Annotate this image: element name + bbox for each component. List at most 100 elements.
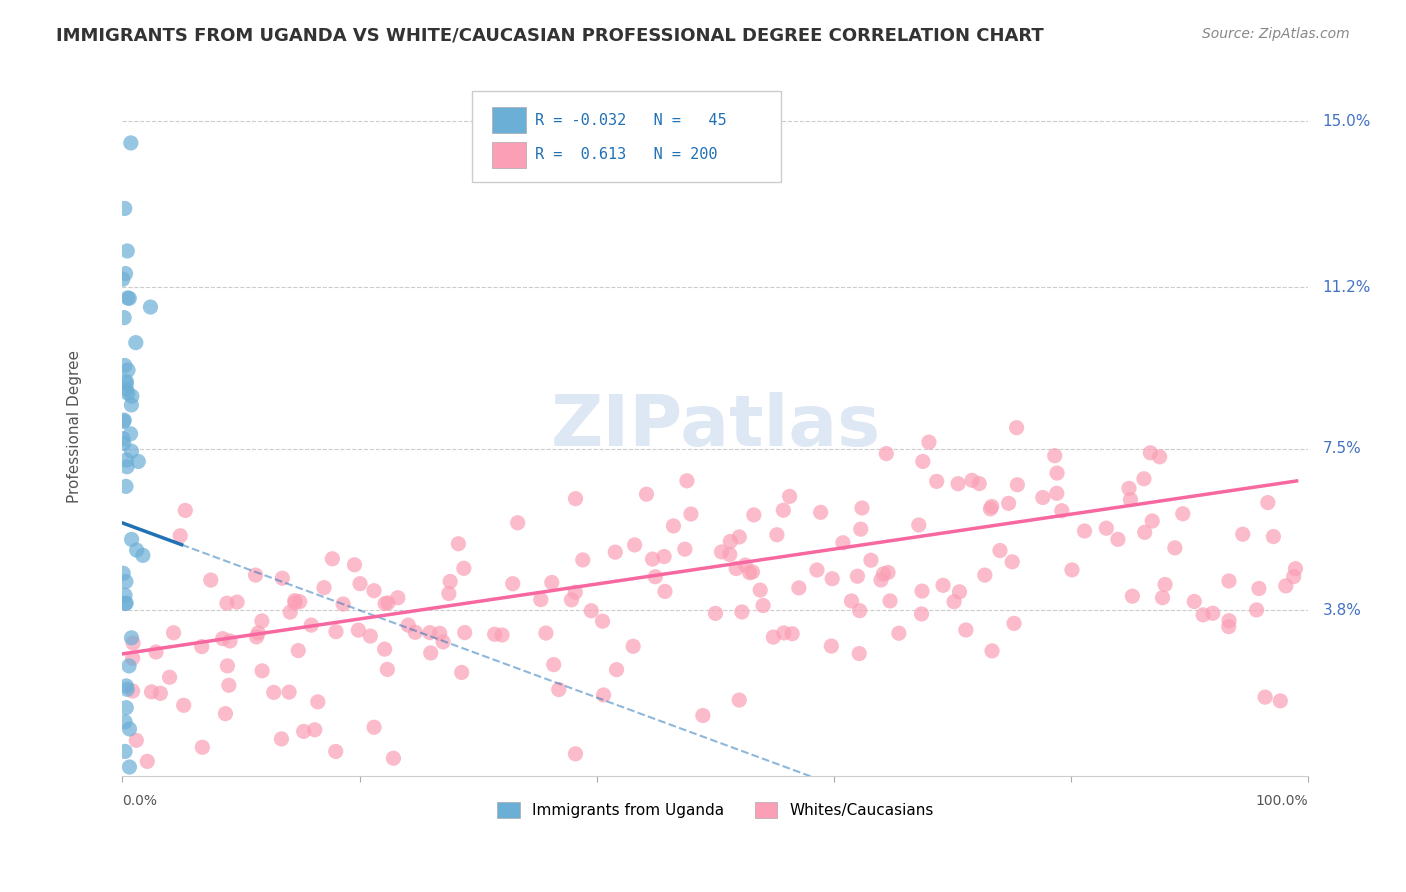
Point — [191, 640, 214, 654]
Point — [1232, 527, 1254, 541]
Point — [859, 553, 882, 567]
Point — [948, 585, 970, 599]
Point — [284, 596, 307, 610]
Point — [145, 645, 167, 659]
Point — [120, 136, 142, 150]
Point — [287, 643, 309, 657]
Point — [1140, 514, 1163, 528]
Point — [200, 573, 222, 587]
Point — [1263, 530, 1285, 544]
Point — [877, 566, 900, 580]
Point — [564, 491, 586, 506]
Point — [872, 566, 894, 581]
Point — [250, 664, 273, 678]
Point — [377, 596, 399, 610]
Point — [1005, 420, 1028, 434]
Point — [450, 665, 472, 680]
Legend: Immigrants from Uganda, Whites/Caucasians: Immigrants from Uganda, Whites/Caucasian… — [491, 797, 941, 824]
Point — [749, 583, 772, 598]
Point — [1152, 591, 1174, 605]
Point — [1007, 477, 1029, 491]
Point — [121, 651, 143, 665]
Point — [115, 574, 138, 589]
Point — [117, 244, 139, 258]
Point — [742, 508, 765, 522]
Point — [662, 519, 685, 533]
Point — [1050, 504, 1073, 518]
Point — [502, 576, 524, 591]
FancyBboxPatch shape — [472, 91, 780, 182]
Point — [419, 646, 441, 660]
Point — [644, 570, 666, 584]
Point — [121, 631, 143, 645]
Point — [960, 474, 983, 488]
Point — [125, 335, 148, 350]
Point — [710, 545, 733, 559]
Point — [111, 272, 134, 286]
Point — [377, 662, 399, 676]
Point — [1182, 594, 1205, 608]
Point — [132, 549, 155, 563]
Point — [447, 537, 470, 551]
Point — [654, 584, 676, 599]
Point — [766, 528, 789, 542]
Point — [547, 682, 569, 697]
Point — [121, 389, 143, 403]
Point — [581, 604, 603, 618]
Point — [312, 581, 335, 595]
Bar — [492, 142, 526, 169]
Point — [396, 618, 419, 632]
Point — [907, 518, 929, 533]
Text: Professional Degree: Professional Degree — [67, 351, 83, 503]
Text: 100.0%: 100.0% — [1256, 794, 1309, 807]
Point — [731, 605, 754, 619]
Point — [115, 679, 138, 693]
Point — [1060, 563, 1083, 577]
Point — [115, 700, 138, 714]
Point — [1275, 579, 1298, 593]
Point — [741, 565, 763, 579]
Point — [374, 642, 396, 657]
Point — [673, 542, 696, 557]
Point — [606, 663, 628, 677]
Point — [125, 733, 148, 747]
Point — [1171, 507, 1194, 521]
Text: 7.5%: 7.5% — [1323, 442, 1361, 456]
Point — [1247, 582, 1270, 596]
Point — [226, 595, 249, 609]
Point — [1284, 562, 1306, 576]
Point — [117, 386, 139, 401]
Point — [932, 578, 955, 592]
Point — [621, 640, 644, 654]
Point — [1139, 446, 1161, 460]
Point — [121, 684, 143, 698]
Point — [967, 476, 990, 491]
Point — [543, 657, 565, 672]
Point — [879, 594, 901, 608]
Point — [115, 479, 138, 493]
Point — [491, 628, 513, 642]
Point — [623, 538, 645, 552]
Text: 15.0%: 15.0% — [1323, 113, 1371, 128]
Point — [114, 267, 136, 281]
Point — [679, 507, 702, 521]
Point — [820, 639, 842, 653]
Point — [141, 685, 163, 699]
Text: R = -0.032   N =   45: R = -0.032 N = 45 — [536, 112, 727, 128]
Point — [162, 625, 184, 640]
Text: Source: ZipAtlas.com: Source: ZipAtlas.com — [1202, 27, 1350, 41]
Point — [118, 659, 141, 673]
Point — [1073, 524, 1095, 538]
Point — [1095, 521, 1118, 535]
Bar — [492, 107, 526, 133]
Point — [1001, 555, 1024, 569]
Point — [1107, 533, 1129, 547]
Point — [454, 625, 477, 640]
Point — [848, 647, 870, 661]
Point — [1046, 466, 1069, 480]
Point — [506, 516, 529, 530]
Point — [191, 740, 214, 755]
Point — [870, 573, 893, 587]
Point — [1192, 607, 1215, 622]
Point — [121, 533, 143, 547]
